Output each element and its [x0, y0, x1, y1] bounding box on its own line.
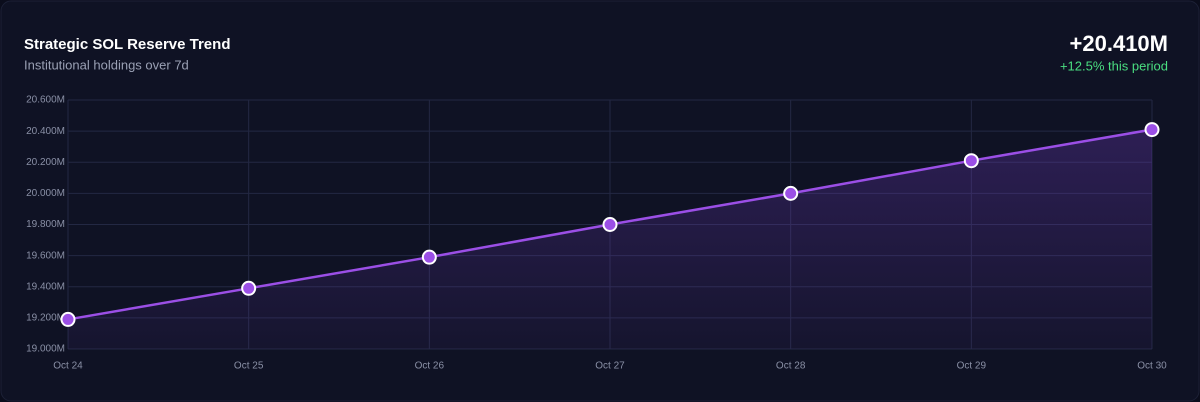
y-tick-label: 19.200M [26, 313, 65, 324]
chart-subtitle: Institutional holdings over 7d [24, 57, 189, 72]
point [421, 249, 437, 265]
y-tick-label: 20.600M [26, 95, 65, 106]
point [241, 280, 257, 296]
y-tick-label: 20.400M [26, 126, 65, 137]
x-tick-label: Oct 28 [776, 361, 806, 372]
x-tick-label: Oct 29 [957, 361, 987, 372]
y-tick-label: 20.000M [26, 188, 65, 199]
x-tick-label: Oct 27 [595, 361, 625, 372]
point [60, 311, 76, 327]
point [783, 185, 799, 201]
x-tick-label: Oct 26 [415, 361, 445, 372]
headline-value: +20.410M [1070, 31, 1168, 56]
chart-title: Strategic SOL Reserve Trend [24, 36, 230, 53]
y-tick-label: 20.200M [26, 157, 65, 168]
x-tick-label: Oct 24 [53, 361, 83, 372]
y-tick-label: 19.600M [26, 250, 65, 261]
point [963, 153, 979, 169]
point [1144, 122, 1160, 138]
y-tick-label: 19.800M [26, 219, 65, 230]
y-tick-label: 19.400M [26, 281, 65, 292]
headline-change: +12.5% this period [1060, 58, 1168, 73]
y-tick-label: 19.000M [26, 344, 65, 355]
point [602, 217, 618, 232]
x-tick-label: Oct 30 [1137, 361, 1167, 372]
x-tick-label: Oct 25 [234, 361, 264, 372]
area [68, 129, 1152, 349]
